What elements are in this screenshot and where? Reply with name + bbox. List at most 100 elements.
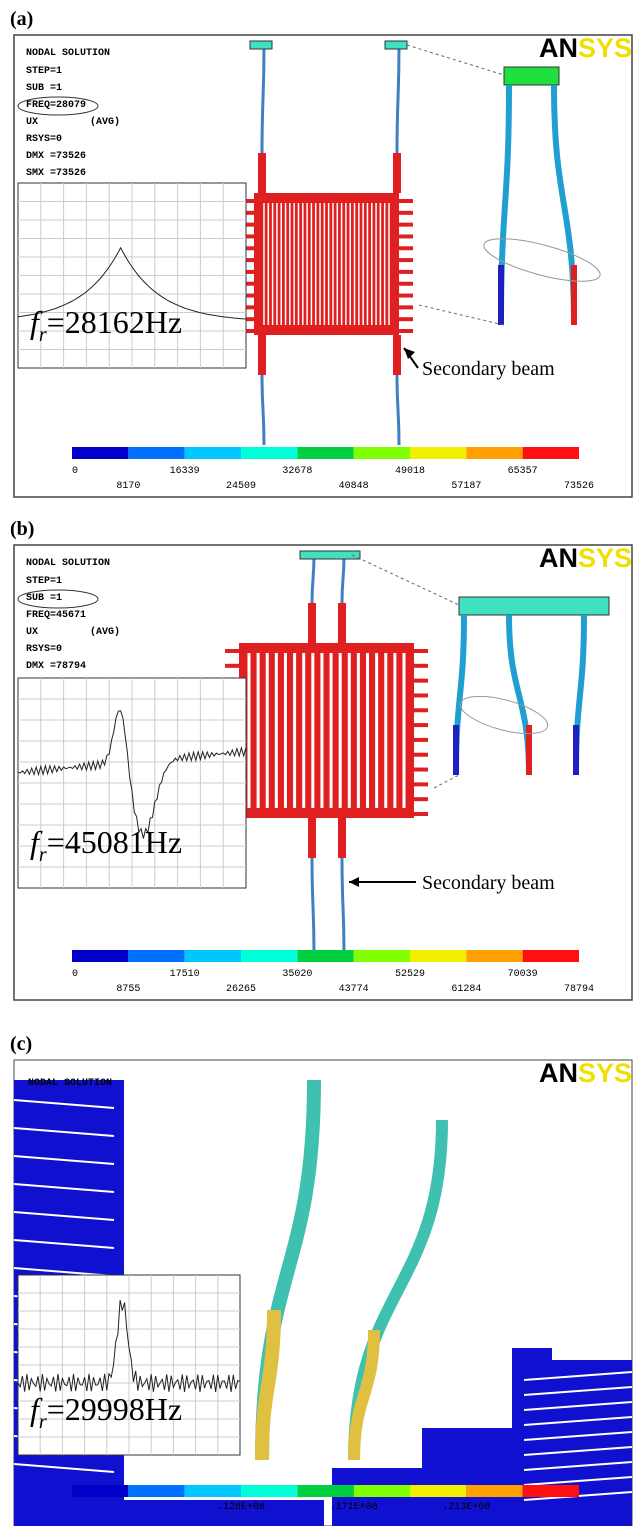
info-line: SMX =73526 — [26, 168, 86, 179]
colorbar-band — [297, 950, 354, 962]
beam — [348, 1329, 380, 1461]
resonance-frequency: fr=45081Hz — [30, 824, 182, 866]
colorbar-band — [410, 1485, 467, 1497]
colorbar-label: 65357 — [508, 466, 538, 477]
comb-tooth — [414, 649, 428, 653]
callout: Secondary beam — [422, 872, 555, 894]
freq-highlight — [17, 96, 99, 116]
colorbar-label: 73526 — [564, 481, 594, 492]
comb-tooth — [414, 723, 428, 728]
info-line: UX — [26, 117, 38, 128]
colorbar-band — [410, 950, 467, 962]
comb-slot — [13, 1211, 115, 1221]
colorbar-band — [410, 447, 467, 459]
colorbar-band — [297, 1485, 354, 1497]
anchor — [249, 40, 273, 50]
secondary-beam — [258, 335, 266, 375]
beam — [395, 44, 401, 154]
comb-tooth — [240, 246, 254, 251]
comb-slot — [523, 1371, 633, 1381]
secondary-beam — [258, 153, 266, 193]
comb-slot — [13, 1155, 115, 1165]
colorbar-label: 61284 — [451, 984, 481, 995]
colorbar-band — [241, 447, 298, 459]
colorbar-label: .213E+08 — [442, 1502, 490, 1513]
colorbar-band — [72, 1485, 129, 1497]
colorbar-band — [353, 447, 410, 459]
secondary-beam — [308, 603, 316, 643]
comb-tooth — [414, 752, 428, 757]
comb-slot — [13, 1127, 115, 1137]
comb-tooth — [399, 281, 413, 286]
colorbar-label: 32678 — [282, 466, 312, 477]
heading: NODAL SOLUTION — [26, 558, 110, 569]
comb-tooth — [414, 782, 428, 787]
comb-tooth — [399, 234, 413, 239]
comb-slot — [13, 1239, 115, 1249]
ansys-logo: ANSYS — [539, 543, 632, 573]
comb-tooth — [414, 767, 428, 772]
comb-tooth — [414, 708, 428, 713]
anchor — [299, 550, 361, 560]
info-avg: (AVG) — [90, 116, 120, 128]
panel: NODAL SOLUTION fr=29998Hz ANSYS .128E+08 .17… — [13, 1058, 633, 1526]
comb-tooth — [414, 737, 428, 742]
comb-slot — [523, 1386, 633, 1396]
colorbar-label: 26265 — [226, 984, 256, 995]
anchor — [384, 40, 408, 50]
comb-slot — [523, 1446, 633, 1456]
beam — [310, 554, 316, 604]
comb-slot — [523, 1476, 633, 1486]
colorbar-label: 8170 — [116, 481, 140, 492]
zoom-guide — [418, 304, 505, 326]
info-line: UX — [26, 627, 38, 638]
logo-part: SYS — [578, 33, 632, 63]
comb-tooth — [240, 269, 254, 274]
comb-tooth — [240, 234, 254, 239]
colorbar-label: 40848 — [339, 481, 369, 492]
comb-tooth — [414, 678, 428, 683]
panel-label: (b) — [10, 518, 34, 540]
colorbar-label: 52529 — [395, 969, 425, 980]
panel-label: (c) — [10, 1033, 32, 1055]
colorbar-band — [72, 950, 129, 962]
colorbar-label: 57187 — [451, 481, 481, 492]
panel: NODAL SOLUTION STEP=1 SUB =1 FREQ=28079 UX RS… — [13, 33, 633, 498]
comb-tooth — [399, 222, 413, 227]
logo-part: AN — [539, 543, 578, 573]
colorbar-label: 35020 — [282, 969, 312, 980]
beam — [255, 1309, 281, 1461]
comb-slot — [523, 1416, 633, 1426]
comb-tooth — [399, 210, 413, 215]
info-line: STEP=1 — [26, 576, 62, 587]
comb-tooth — [225, 649, 239, 653]
comb-tooth — [399, 246, 413, 251]
colorbar-label: 43774 — [339, 984, 369, 995]
colorbar-label: 17510 — [170, 969, 200, 980]
colorbar-label: 78794 — [564, 984, 594, 995]
comb-slot — [523, 1401, 633, 1411]
comb-slot — [523, 1461, 633, 1471]
heading: NODAL SOLUTION — [26, 48, 110, 59]
colorbar-band — [353, 950, 410, 962]
proof-mass — [239, 643, 414, 818]
colorbar-label: 49018 — [395, 466, 425, 477]
colorbar-band — [72, 447, 129, 459]
info-line: RSYS=0 — [26, 644, 62, 655]
zoom-anchor — [458, 596, 610, 616]
comb-tooth — [414, 797, 428, 802]
beam — [260, 44, 266, 154]
colorbar-band — [466, 950, 523, 962]
colorbar-label: .171E+08 — [330, 1502, 378, 1513]
colorbar-band — [297, 447, 354, 459]
proof-mass — [254, 193, 399, 335]
heading: NODAL SOLUTION — [28, 1078, 112, 1089]
zoom-anchor — [503, 66, 560, 86]
logo-part: AN — [539, 33, 578, 63]
info-line: FREQ=45671 — [26, 610, 86, 621]
comb-slot — [523, 1431, 633, 1441]
info-line: DMX =78794 — [26, 661, 86, 672]
colorbar-band — [128, 1485, 185, 1497]
comb-tooth — [399, 258, 413, 263]
